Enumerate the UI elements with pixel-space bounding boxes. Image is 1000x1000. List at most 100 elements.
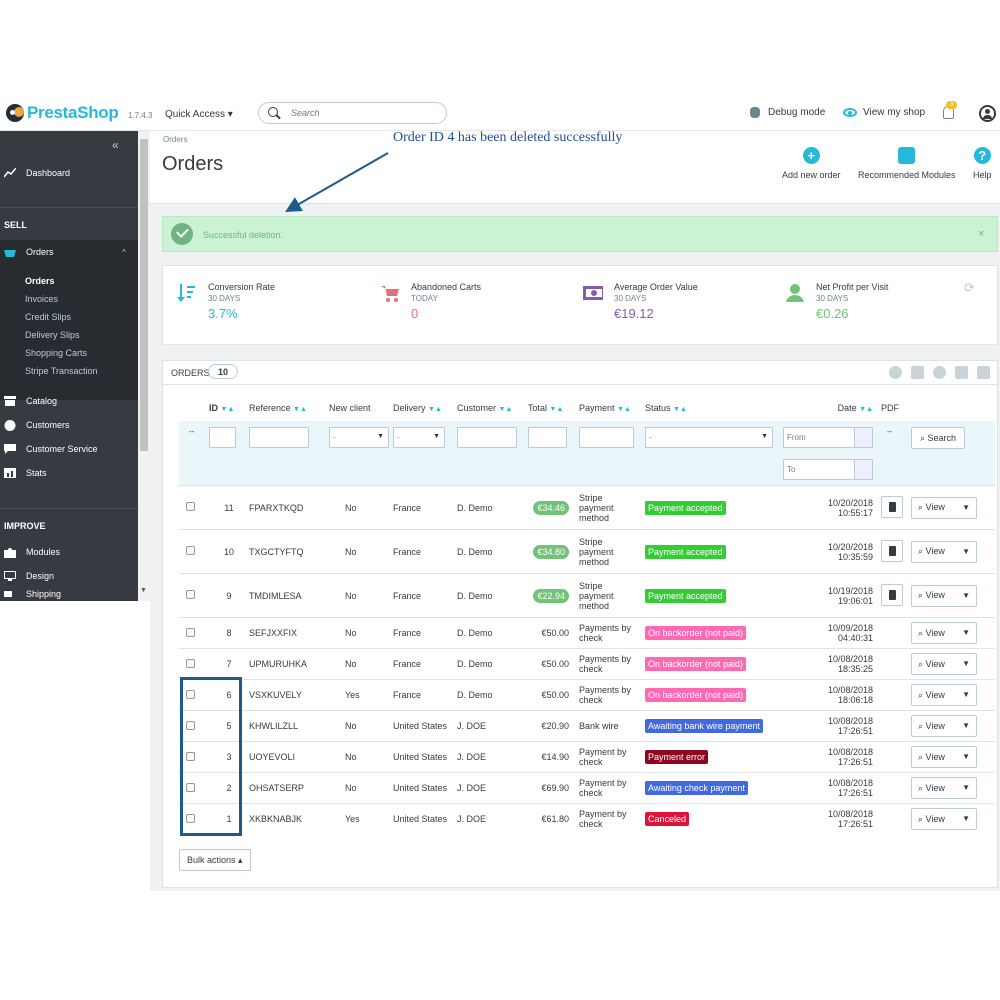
filter-new-client-select[interactable]: - <box>329 427 389 448</box>
caret-down-icon[interactable]: ▼ <box>962 814 970 824</box>
view-order-button[interactable]: ⌕ View ▼ <box>911 715 977 737</box>
sidebar-subitem-stripe-transaction[interactable]: Stripe Transaction <box>25 366 98 376</box>
column-header-date[interactable]: Date ▼▲ <box>782 395 881 421</box>
filter-customer-input[interactable] <box>457 427 517 448</box>
scrollbar-thumb[interactable] <box>140 139 148 451</box>
caret-down-icon[interactable]: ▼ <box>962 783 970 792</box>
breadcrumb[interactable]: Orders <box>163 135 188 144</box>
column-header-id[interactable]: ID ▼▲ <box>209 395 249 421</box>
filter-payment-input[interactable] <box>579 427 634 448</box>
view-order-button[interactable]: ⌕ View ▼ <box>911 653 977 675</box>
row-checkbox[interactable] <box>186 782 195 792</box>
column-header-status[interactable]: Status ▼▲ <box>645 395 782 421</box>
kpi-net-profit[interactable]: Net Profit per Visit 30 DAYS €0.26 <box>816 282 888 321</box>
row-checkbox[interactable] <box>186 590 195 599</box>
recommended-modules-button[interactable]: Recommended Modules <box>858 147 956 180</box>
view-order-button[interactable]: ⌕ View ▼ <box>911 777 977 799</box>
caret-down-icon[interactable]: ▼ <box>962 590 970 600</box>
search-input[interactable] <box>291 106 441 120</box>
caret-down-icon[interactable]: ▼ <box>962 502 970 512</box>
table-row[interactable]: 1 XKBKNABJK Yes United States J. DOE €61… <box>179 803 995 835</box>
add-new-order-button[interactable]: + Add new order <box>782 147 841 180</box>
sidebar-subitem-invoices[interactable]: Invoices <box>25 294 59 304</box>
refresh-icon[interactable]: ⟳ <box>964 280 975 295</box>
sidebar-item-shipping[interactable]: Shipping <box>0 589 138 601</box>
view-order-button[interactable]: ⌕ View ▼ <box>911 496 977 519</box>
debug-mode-link[interactable]: Debug mode <box>750 107 825 118</box>
view-order-button[interactable]: ⌕ View ▼ <box>911 808 977 831</box>
calendar-icon[interactable] <box>854 428 872 447</box>
search-box[interactable] <box>258 102 447 124</box>
row-checkbox[interactable] <box>186 751 195 761</box>
caret-down-icon[interactable]: ▼ <box>962 628 970 637</box>
view-order-button[interactable]: ⌕ View ▼ <box>911 746 977 768</box>
filter-date-to[interactable]: To <box>783 459 873 480</box>
bulk-actions-button[interactable]: Bulk actions ▴ <box>179 849 251 871</box>
sort-arrows-icon[interactable]: ▼▲ <box>859 406 873 413</box>
column-header-reference[interactable]: Reference ▼▲ <box>249 395 329 421</box>
sidebar-item-design[interactable]: Design <box>0 565 138 587</box>
sidebar-item-customers[interactable]: Customers <box>0 414 138 436</box>
row-checkbox[interactable] <box>186 546 195 555</box>
pdf-invoice-icon[interactable] <box>881 583 903 606</box>
help-button[interactable]: ? Help <box>973 147 992 180</box>
sidebar-subitem-shopping-carts[interactable]: Shopping Carts <box>25 348 88 358</box>
sidebar-subitem-delivery-slips[interactable]: Delivery Slips <box>25 330 80 340</box>
row-checkbox[interactable] <box>186 627 195 637</box>
sidebar-item-modules[interactable]: Modules <box>0 541 138 563</box>
sort-arrows-icon[interactable]: ▼▲ <box>673 406 687 413</box>
column-header-delivery[interactable]: Delivery ▼▲ <box>393 395 457 421</box>
close-icon[interactable]: × <box>978 228 985 240</box>
row-checkbox[interactable] <box>186 689 195 699</box>
sort-arrows-icon[interactable]: ▼▲ <box>293 406 307 413</box>
pdf-invoice-icon[interactable] <box>881 539 903 562</box>
logo[interactable]: PrestaShop <box>6 103 119 123</box>
sort-arrows-icon[interactable]: ▼▲ <box>498 406 513 413</box>
filter-status-select[interactable]: - <box>645 427 773 448</box>
row-checkbox[interactable] <box>186 720 195 730</box>
scroll-down-arrow-icon[interactable]: ▼ <box>140 587 147 594</box>
sort-arrows-icon[interactable]: ▼▲ <box>220 406 235 413</box>
view-order-button[interactable]: ⌕ View ▼ <box>911 540 977 563</box>
collapse-sidebar-icon[interactable]: « <box>112 138 119 152</box>
column-header-total[interactable]: Total ▼▲ <box>528 395 579 421</box>
database-icon[interactable] <box>977 366 990 379</box>
row-checkbox[interactable] <box>186 502 195 511</box>
sort-arrows-icon[interactable]: ▼▲ <box>617 406 631 413</box>
filter-id-input[interactable] <box>209 427 236 448</box>
table-row[interactable]: 6 VSXKUVELY Yes France D. Demo €50.00 Pa… <box>179 679 995 711</box>
pdf-invoice-icon[interactable] <box>881 495 903 518</box>
refresh-list-icon[interactable] <box>933 366 946 379</box>
sidebar-item-dashboard[interactable]: Dashboard <box>0 162 138 184</box>
kpi-average-order-value[interactable]: Average Order Value 30 DAYS €19.12 <box>614 282 698 321</box>
filter-reference-input[interactable] <box>249 427 309 448</box>
caret-down-icon[interactable]: ▼ <box>962 721 970 730</box>
column-header-payment[interactable]: Payment ▼▲ <box>579 395 645 421</box>
table-row[interactable]: 11 FPARXTKQD No France D. Demo €34.46 St… <box>179 485 995 530</box>
sort-arrows-icon[interactable]: ▼▲ <box>428 406 442 413</box>
sidebar-item-stats[interactable]: Stats <box>0 462 138 484</box>
export-icon[interactable] <box>911 366 924 379</box>
caret-down-icon[interactable]: ▼ <box>962 659 970 668</box>
row-checkbox[interactable] <box>186 813 195 823</box>
view-order-button[interactable]: ⌕ View ▼ <box>911 622 977 644</box>
table-row[interactable]: 9 TMDIMLESA No France D. Demo €22.94 Str… <box>179 573 995 618</box>
column-header-customer[interactable]: Customer ▼▲ <box>457 395 528 421</box>
table-row[interactable]: 3 UOYEVOLI No United States J. DOE €14.9… <box>179 741 995 773</box>
kpi-abandoned-carts[interactable]: Abandoned Carts TODAY 0 <box>411 282 481 321</box>
caret-down-icon[interactable]: ▼ <box>962 546 970 556</box>
sort-arrows-icon[interactable]: ▼▲ <box>549 406 564 413</box>
sidebar-item-orders[interactable]: Orders ^ <box>0 241 138 263</box>
sidebar-item-customer-service[interactable]: Customer Service <box>0 438 138 460</box>
table-row[interactable]: 5 KHWLILZLL No United States J. DOE €20.… <box>179 710 995 742</box>
table-row[interactable]: 10 TXGCTYFTQ No France D. Demo €34.80 St… <box>179 529 995 574</box>
filter-date-from[interactable]: From <box>783 427 873 448</box>
sidebar-item-catalog[interactable]: Catalog <box>0 390 138 412</box>
filter-delivery-select[interactable]: - <box>393 427 445 448</box>
table-row[interactable]: 2 OHSATSERP No United States J. DOE €69.… <box>179 772 995 804</box>
view-order-button[interactable]: ⌕ View ▼ <box>911 584 977 607</box>
calendar-icon[interactable] <box>854 460 872 479</box>
caret-down-icon[interactable]: ▼ <box>962 752 970 761</box>
add-icon[interactable] <box>889 366 902 379</box>
row-checkbox[interactable] <box>186 658 195 668</box>
